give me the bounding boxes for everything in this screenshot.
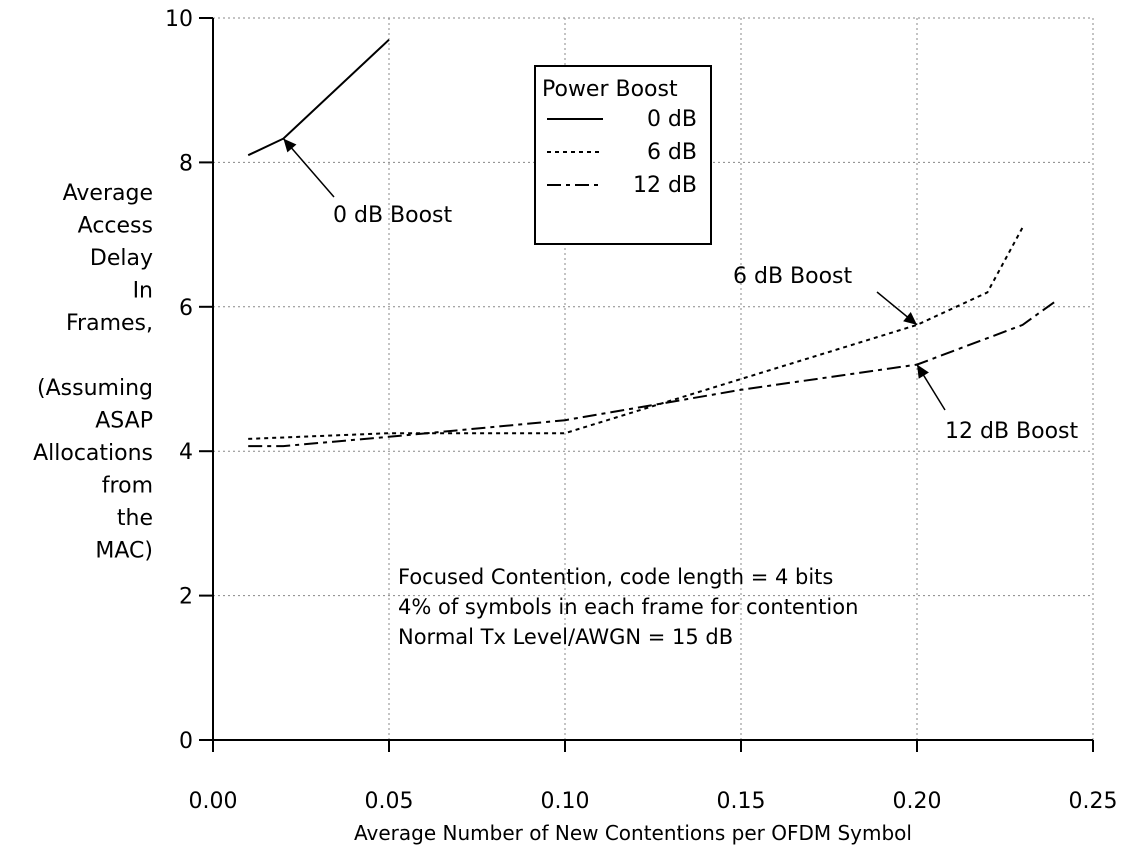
y-axis-title-line: Frames, [66,311,153,336]
axis-labels: Average Number of New Contentions per OF… [33,181,912,845]
legend-entry-label: 6 dB [647,140,697,165]
annotation-label: 0 dB Boost [333,203,453,228]
annotation-label: 12 dB Boost [945,419,1079,444]
legend-entry-label: 12 dB [633,173,697,198]
note-line: Normal Tx Level/AWGN = 15 dB [398,625,733,649]
legend: Power Boost 0 dB 6 dB 12 dB [534,65,712,245]
y-tick-label: 2 [179,585,193,610]
note-line: Focused Contention, code length = 4 bits [398,565,833,589]
axes: 0 2 4 6 8 10 0.00 0.05 0.10 0.15 0.20 0.25 [165,7,1117,814]
x-axis-title: Average Number of New Contentions per OF… [354,821,912,845]
x-tick-label: 0.20 [893,789,942,814]
y-axis-title-line: MAC) [95,539,153,564]
y-axis-title-line: Delay [90,246,153,271]
y-tick-label: 6 [179,296,193,321]
y-axis-title-line: Average [63,181,153,206]
annotation-label: 6 dB Boost [733,264,853,289]
y-tick-label: 0 [179,729,193,754]
x-tick-label: 0.25 [1069,789,1118,814]
y-tick-label: 8 [179,151,193,176]
annotations: 0 dB Boost 6 dB Boost 12 dB Boost [282,138,1079,444]
x-tick-label: 0.10 [541,789,590,814]
annotation-arrowhead [903,311,917,325]
x-tick-label: 0.05 [365,789,414,814]
legend-title: Power Boost [542,77,678,102]
y-axis-title-line: from [102,474,153,499]
y-tick-label: 4 [179,440,193,465]
x-tick-label: 0.15 [717,789,766,814]
annotation-arrowhead [917,364,929,379]
y-axis-title-line: Access [78,214,153,239]
x-tick-label: 0.00 [189,789,238,814]
y-axis-title-line: In [133,279,153,304]
legend-box [534,65,712,245]
y-axis-title-line: (Assuming [37,376,153,401]
series-line-0-db [247,38,390,157]
y-axis-title-line: ASAP [95,409,153,434]
y-tick-label: 10 [165,7,193,32]
y-axis-title-line: Allocations [33,441,153,466]
note: Focused Contention, code length = 4 bits… [398,565,858,649]
annotation-arrowhead [283,138,297,153]
y-axis-title-line: the [117,506,153,531]
series-line-6-db [248,226,1024,440]
legend-entry-label: 0 dB [647,107,697,132]
series-line-12-db [248,298,1059,448]
note-line: 4% of symbols in each frame for contenti… [398,595,858,619]
